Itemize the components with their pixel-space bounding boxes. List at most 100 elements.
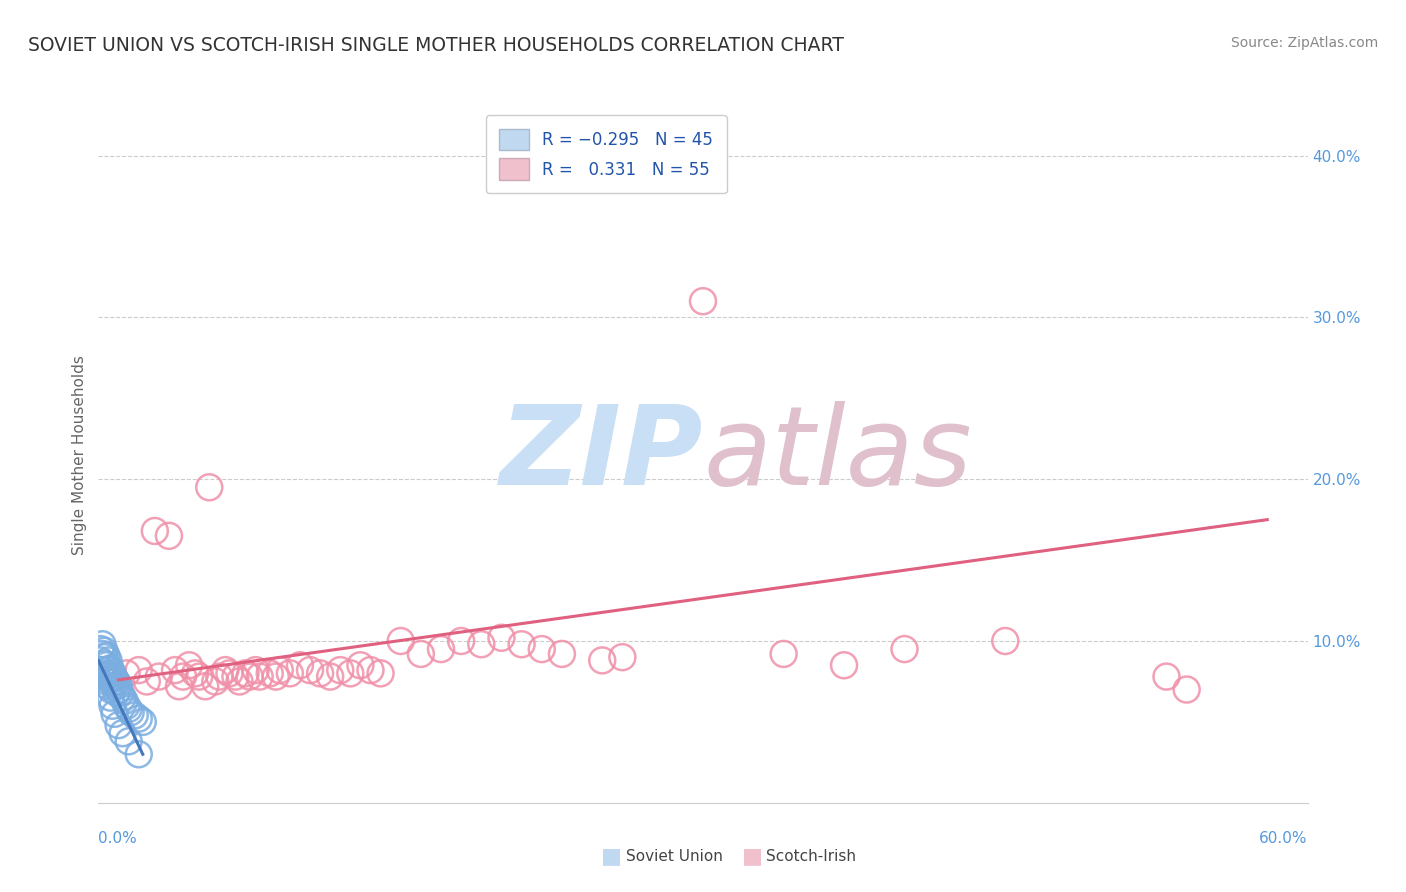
Point bbox=[107, 682, 129, 697]
Point bbox=[188, 670, 211, 684]
Point bbox=[97, 679, 120, 693]
Point bbox=[107, 718, 129, 732]
Point bbox=[96, 666, 118, 681]
Point bbox=[370, 666, 392, 681]
Point bbox=[204, 674, 226, 689]
Point bbox=[100, 682, 122, 697]
Point bbox=[198, 480, 221, 494]
Point bbox=[163, 663, 186, 677]
Point bbox=[96, 648, 118, 663]
Point bbox=[107, 678, 129, 692]
Point bbox=[105, 686, 128, 700]
Point bbox=[288, 658, 311, 673]
Point bbox=[115, 666, 138, 681]
Point bbox=[235, 666, 257, 681]
Point bbox=[893, 642, 915, 657]
Point bbox=[994, 634, 1017, 648]
Point bbox=[93, 670, 115, 684]
Point bbox=[97, 653, 120, 667]
Point bbox=[409, 647, 432, 661]
Point bbox=[111, 690, 134, 705]
Point bbox=[239, 670, 262, 684]
Text: ■: ■ bbox=[742, 847, 762, 866]
Point bbox=[100, 661, 122, 675]
Point bbox=[430, 642, 453, 657]
Point bbox=[228, 674, 250, 689]
Point bbox=[470, 637, 492, 651]
Point bbox=[114, 694, 136, 708]
Point bbox=[510, 637, 533, 651]
Point bbox=[551, 647, 574, 661]
Point bbox=[105, 674, 128, 689]
Point bbox=[692, 294, 714, 309]
Point bbox=[259, 666, 281, 681]
Point bbox=[172, 670, 194, 684]
Point bbox=[124, 708, 146, 723]
Point bbox=[167, 679, 190, 693]
Point bbox=[214, 663, 236, 677]
Point bbox=[101, 666, 124, 681]
Point bbox=[491, 631, 513, 645]
Point bbox=[96, 674, 118, 689]
Point bbox=[143, 524, 166, 538]
Text: 60.0%: 60.0% bbox=[1260, 830, 1308, 846]
Point bbox=[194, 679, 217, 693]
Text: Soviet Union: Soviet Union bbox=[626, 849, 723, 863]
Point bbox=[110, 686, 132, 700]
Point bbox=[89, 642, 111, 657]
Point bbox=[103, 671, 125, 685]
Point bbox=[249, 670, 271, 684]
Text: ■: ■ bbox=[602, 847, 621, 866]
Text: SOVIET UNION VS SCOTCH-IRISH SINGLE MOTHER HOUSEHOLDS CORRELATION CHART: SOVIET UNION VS SCOTCH-IRISH SINGLE MOTH… bbox=[28, 36, 844, 54]
Point bbox=[224, 670, 246, 684]
Point bbox=[118, 734, 141, 748]
Point bbox=[103, 706, 125, 721]
Point bbox=[832, 658, 855, 673]
Point bbox=[120, 705, 142, 719]
Point bbox=[100, 673, 122, 687]
Point bbox=[299, 663, 322, 677]
Point bbox=[360, 663, 382, 677]
Point bbox=[97, 668, 120, 682]
Point bbox=[135, 674, 157, 689]
Point bbox=[772, 647, 794, 661]
Point bbox=[93, 657, 115, 671]
Legend: R = −0.295   N = 45, R =   0.331   N = 55: R = −0.295 N = 45, R = 0.331 N = 55 bbox=[486, 115, 727, 194]
Point bbox=[111, 726, 134, 740]
Point bbox=[450, 634, 472, 648]
Point bbox=[264, 670, 287, 684]
Point bbox=[128, 712, 150, 726]
Point bbox=[269, 663, 291, 677]
Point bbox=[530, 642, 553, 657]
Point bbox=[339, 666, 361, 681]
Point bbox=[218, 666, 240, 681]
Point bbox=[278, 666, 301, 681]
Point bbox=[1156, 670, 1178, 684]
Point bbox=[96, 658, 118, 673]
Point bbox=[103, 679, 125, 693]
Point bbox=[329, 663, 352, 677]
Point bbox=[612, 650, 634, 665]
Text: Source: ZipAtlas.com: Source: ZipAtlas.com bbox=[1230, 36, 1378, 50]
Point bbox=[118, 702, 141, 716]
Point bbox=[179, 658, 201, 673]
Point bbox=[1175, 682, 1198, 697]
Point bbox=[208, 670, 231, 684]
Point bbox=[101, 676, 124, 690]
Point bbox=[309, 666, 332, 681]
Point bbox=[128, 663, 150, 677]
Text: ZIP: ZIP bbox=[499, 401, 703, 508]
Text: 0.0%: 0.0% bbox=[98, 830, 138, 846]
Point bbox=[97, 663, 120, 677]
Point bbox=[184, 666, 207, 681]
Point bbox=[319, 670, 342, 684]
Point bbox=[132, 714, 155, 729]
Point bbox=[91, 637, 114, 651]
Text: Scotch-Irish: Scotch-Irish bbox=[766, 849, 856, 863]
Point bbox=[93, 643, 115, 657]
Point bbox=[389, 634, 412, 648]
Point bbox=[148, 670, 170, 684]
Point bbox=[100, 690, 122, 705]
Point bbox=[101, 670, 124, 684]
Point bbox=[128, 747, 150, 762]
